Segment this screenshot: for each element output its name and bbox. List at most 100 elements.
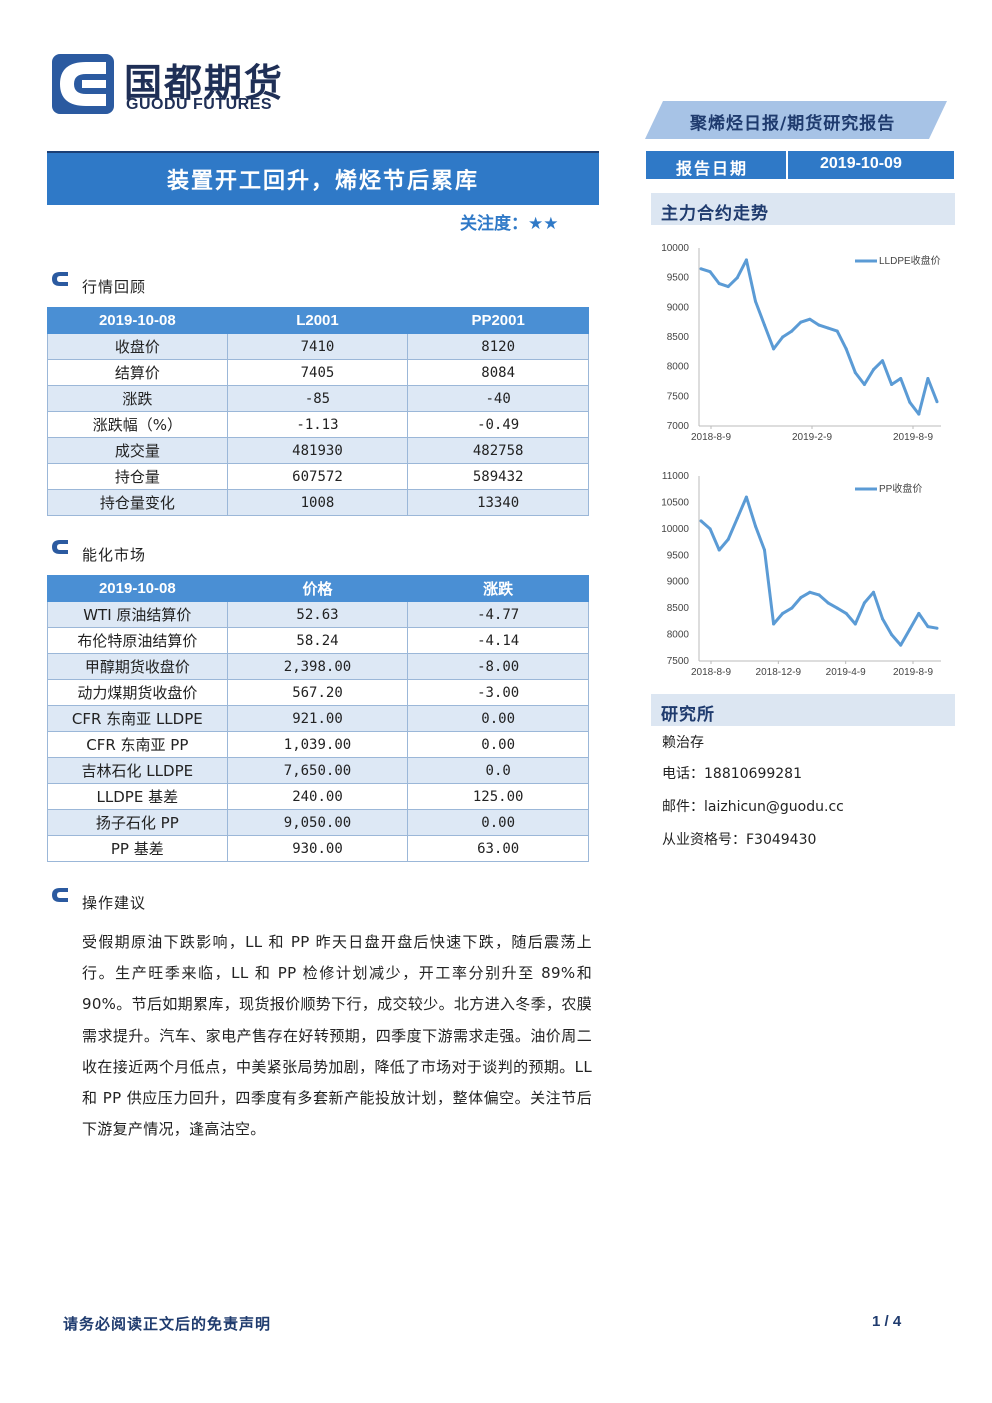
title-bar [47, 151, 599, 205]
table-cell: 240.00 [226, 783, 409, 810]
analyst-email[interactable]: 邮件：laizhicun@guodu.cc [662, 799, 844, 815]
table-row: 涨跌幅（%） -1.13 -0.49 [47, 411, 589, 438]
table-row: 动力煤期货收盘价 567.20 -3.00 [47, 679, 589, 706]
data-point [754, 299, 757, 303]
data-point [781, 611, 785, 615]
analyst-license: 从业资格号：F3049430 [662, 832, 817, 848]
table-cell: 921.00 [226, 705, 409, 732]
data-point [717, 282, 721, 286]
company-name-cn: 国都期货 [124, 61, 285, 105]
data-point [862, 601, 866, 605]
table-cell: 58.24 [226, 627, 409, 654]
x-tick-label: 2019-4-9 [826, 667, 866, 678]
data-point [808, 317, 812, 321]
data-point [917, 611, 921, 615]
x-tick-label: 2019-8-9 [893, 432, 933, 443]
table-cell: 52.63 [226, 601, 409, 628]
table-row: 扬子石化 PP 9,050.00 0.00 [47, 809, 589, 836]
y-tick-label: 7500 [667, 656, 690, 667]
table-row: 持仓量 607572 589432 [47, 463, 589, 490]
report-date-label: 报告日期 [676, 159, 749, 178]
table-cell: 63.00 [407, 835, 589, 862]
review-column-header: 2019-10-08 [47, 307, 228, 334]
data-point [781, 335, 785, 339]
section-title-advice: 操作建议 [82, 894, 147, 912]
legend-label: PP收盘价 [879, 482, 922, 495]
table-cell: -85 [226, 385, 409, 412]
table-cell: 1,039.00 [226, 731, 409, 758]
lldpe-chart: 10000 9500 9000 8500 8000 7500 7000 2018-8-9 201… [651, 236, 955, 460]
data-point [799, 596, 803, 600]
table-cell: 482758 [407, 437, 589, 464]
data-point [708, 527, 712, 531]
data-point [926, 377, 930, 380]
table-row: 涨跌 -85 -40 [47, 385, 589, 412]
data-point [890, 633, 894, 637]
row-label: 甲醇期货收盘价 [47, 653, 228, 680]
table-row: 收盘价 7410 8120 [47, 333, 589, 360]
energy-column-header: 涨跌 [407, 575, 589, 602]
row-label: 持仓量变化 [47, 489, 228, 516]
trend-heading: 主力合约走势 [661, 204, 769, 224]
data-point [817, 593, 821, 597]
table-cell: 9,050.00 [226, 809, 409, 836]
x-tick-label: 2018-8-9 [691, 667, 731, 678]
institute-heading-bar [651, 694, 955, 726]
data-point [844, 347, 848, 351]
row-label: 涨跌 [47, 385, 228, 412]
data-point [717, 548, 721, 552]
analyst-phone: 电话：18810699281 [662, 766, 802, 782]
energy-column-header: 2019-10-08 [47, 575, 228, 602]
table-cell: 481930 [226, 437, 409, 464]
y-tick-label: 8000 [667, 362, 690, 373]
y-tick-label: 10000 [661, 243, 689, 254]
data-point [862, 383, 866, 386]
row-label: PP 基差 [47, 835, 228, 862]
disclaimer-note: 请务必阅读正文后的免责声明 [63, 1315, 272, 1333]
data-point [917, 412, 921, 416]
data-point [872, 590, 875, 594]
x-tick-label: 2018-12-9 [756, 667, 802, 678]
data-point [726, 285, 730, 289]
table-cell: 0.00 [407, 809, 589, 836]
table-cell: -8.00 [407, 653, 589, 680]
x-tick-label: 2019-8-9 [893, 667, 933, 678]
data-point [735, 516, 739, 520]
table-cell: 13340 [407, 489, 589, 516]
analyst-name: 赖治存 [662, 735, 704, 751]
table-cell: -1.13 [226, 411, 409, 438]
row-label: CFR 东南亚 PP [47, 731, 228, 758]
data-point [935, 626, 939, 630]
table-cell: 567.20 [226, 679, 409, 706]
table-cell: 7405 [226, 359, 409, 386]
table-row: LLDPE 基差 240.00 125.00 [47, 783, 589, 810]
data-point [735, 276, 739, 280]
data-point [790, 606, 794, 610]
table-row: CFR 东南亚 PP 1,039.00 0.00 [47, 731, 589, 758]
table-cell: 589432 [407, 463, 589, 490]
review-column-header: PP2001 [407, 307, 589, 334]
report-date-bar [646, 151, 954, 179]
table-row: 持仓量变化 1008 13340 [47, 489, 589, 516]
data-point [763, 548, 766, 552]
row-label: 结算价 [47, 359, 228, 386]
data-point [744, 495, 748, 499]
row-label: 扬子石化 PP [47, 809, 228, 836]
data-point [699, 267, 703, 271]
data-point [844, 611, 848, 615]
y-tick-label: 8500 [667, 603, 690, 614]
table-cell: 125.00 [407, 783, 589, 810]
table-row: 吉林石化 LLDPE 7,650.00 0.0 [47, 757, 589, 784]
data-point [835, 606, 839, 610]
advice-text: 受假期原油下跌影响，LL 和 PP 昨天日盘开盘后快速下跌，随后震荡上行。生产旺… [82, 933, 592, 1139]
table-cell: 0.00 [407, 705, 589, 732]
table-cell: -4.14 [407, 627, 589, 654]
data-point [872, 368, 875, 372]
data-point [808, 590, 812, 594]
data-point [881, 359, 884, 363]
row-label: 收盘价 [47, 333, 228, 360]
row-label: WTI 原油结算价 [47, 601, 228, 628]
table-row: 结算价 7405 8084 [47, 359, 589, 386]
data-point [817, 323, 821, 327]
row-label: 持仓量 [47, 463, 228, 490]
